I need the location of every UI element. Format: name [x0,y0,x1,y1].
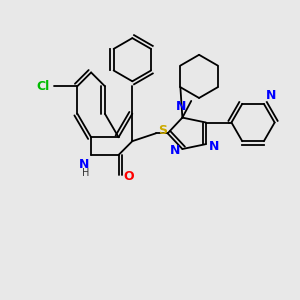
Text: H: H [82,168,89,178]
Text: O: O [124,170,134,183]
Text: N: N [170,145,180,158]
Text: Cl: Cl [37,80,50,93]
Text: N: N [176,100,187,113]
Text: N: N [209,140,219,153]
Text: N: N [266,89,276,102]
Text: N: N [79,158,89,171]
Text: S: S [158,124,167,137]
